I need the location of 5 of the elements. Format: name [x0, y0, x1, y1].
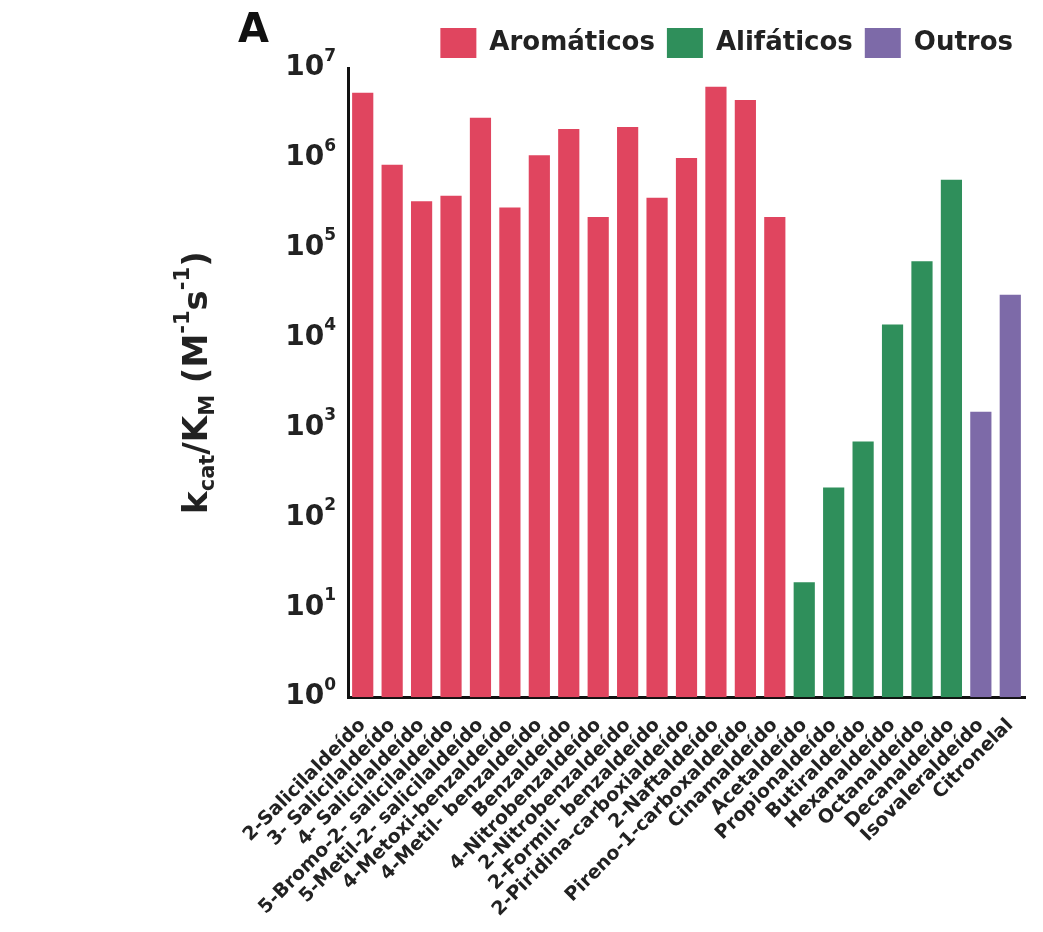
legend-label: Aromáticos — [489, 25, 655, 56]
text: kcat/KM (M-1s-1) — [170, 251, 219, 514]
legend-label: Alifáticos — [715, 25, 853, 56]
legend-label: Outros — [913, 25, 1013, 56]
chart-title: A — [238, 5, 269, 52]
